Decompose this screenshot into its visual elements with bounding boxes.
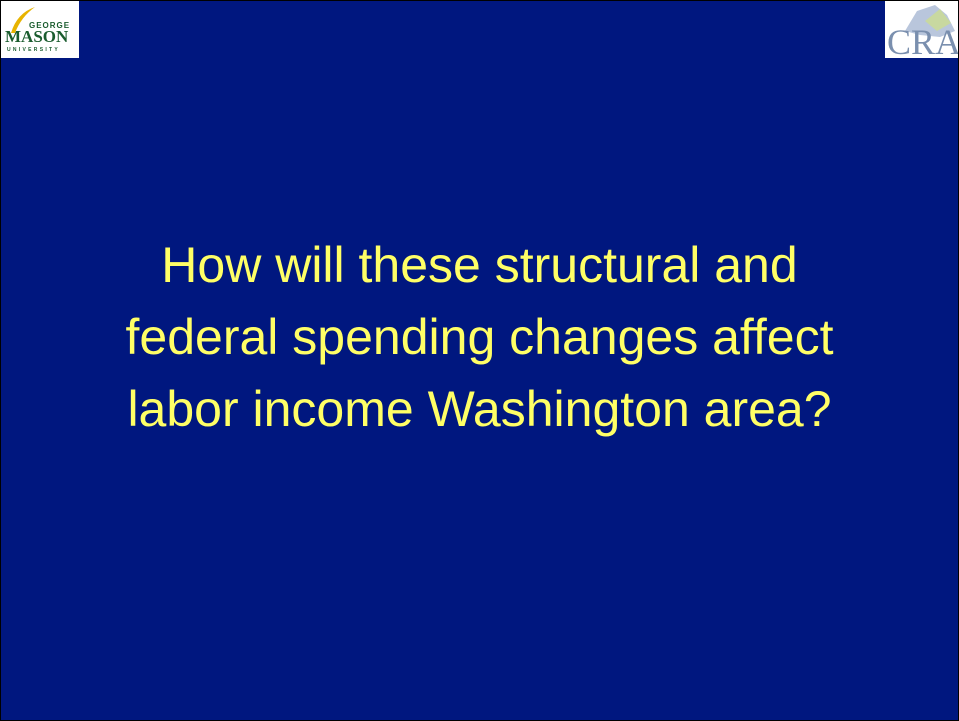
logo-map: [905, 5, 955, 37]
title-line: federal spending changes affect: [125, 309, 834, 365]
slide-title: How will these structural and federal sp…: [1, 229, 958, 445]
logo-text: CRA: [887, 22, 958, 58]
logo-main-text: MASON: [5, 27, 69, 46]
right-logo: CRA: [885, 1, 958, 58]
left-logo: GEORGE MASON UNIVERSITY: [1, 1, 79, 58]
logo-bottom-text: UNIVERSITY: [7, 47, 61, 53]
logo-top-text: GEORGE: [29, 21, 71, 30]
title-line: How will these structural and: [161, 237, 798, 293]
logo-swoosh: [11, 7, 35, 33]
title-line: labor income Washington area?: [127, 381, 832, 437]
